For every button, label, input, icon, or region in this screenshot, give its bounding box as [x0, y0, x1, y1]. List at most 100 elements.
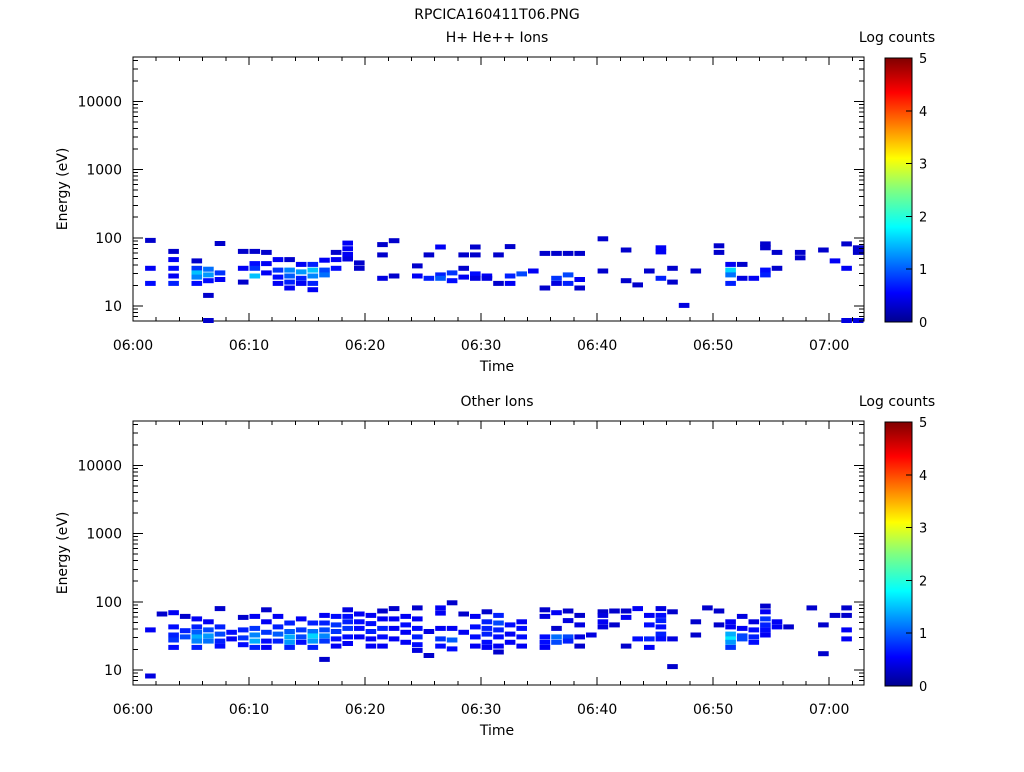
heatmap-cell [214, 638, 226, 644]
heatmap-cell [539, 285, 551, 291]
heatmap-cell [562, 618, 574, 624]
heatmap-cell [435, 610, 446, 616]
heatmap-cell [574, 634, 585, 640]
heatmap-cell [562, 280, 574, 286]
heatmap-cell [620, 247, 632, 253]
heatmap-cell [179, 613, 191, 619]
heatmap-cell [284, 273, 295, 279]
heatmap-cell [470, 275, 481, 281]
heatmap-cell [551, 250, 562, 256]
heatmap-cell [354, 260, 365, 266]
heatmap-cell [667, 279, 678, 285]
heatmap-cell [191, 280, 203, 286]
heatmap-cell [168, 265, 179, 271]
heatmap-cell [528, 268, 539, 274]
heatmap-cell [632, 636, 643, 642]
heatmap-cell [760, 622, 771, 628]
heatmap-cell [307, 280, 319, 286]
heatmap-cell [377, 616, 388, 622]
heatmap-cell [725, 639, 736, 645]
heatmap-cell [458, 274, 469, 280]
heatmap-cell [655, 636, 667, 642]
heatmap-cell [435, 244, 446, 250]
heatmap-cell [644, 644, 655, 650]
heatmap-cell [551, 639, 562, 645]
heatmap-cell [284, 644, 295, 650]
heatmap-cell [365, 643, 377, 649]
heatmap-cell [760, 632, 771, 638]
heatmap-cell [446, 646, 458, 652]
colorbar-tick-label: 0 [919, 680, 927, 695]
heatmap-cell [249, 644, 261, 650]
heatmap-cell [261, 261, 272, 267]
heatmap-cell [551, 275, 562, 281]
heatmap-cell [272, 274, 284, 280]
heatmap-cell [249, 248, 261, 254]
heatmap-cell [412, 605, 423, 611]
heatmap-cell [725, 624, 736, 630]
heatmap-cell [435, 275, 446, 281]
heatmap-cell [435, 605, 446, 611]
heatmap-cell [504, 273, 516, 279]
heatmap-cell [574, 622, 585, 628]
heatmap-cell [237, 614, 249, 620]
colorbar-ticks: 0 1 2 3 4 5 [906, 416, 927, 695]
heatmap-cell [284, 639, 295, 645]
heatmap-cell [562, 634, 574, 640]
heatmap-cell [493, 280, 504, 286]
heatmap-cell [342, 634, 353, 640]
heatmap-cell [191, 274, 203, 280]
heatmap-cell [655, 631, 667, 637]
heatmap-cell [249, 613, 261, 619]
heatmap-cell [377, 242, 388, 248]
colorbar-tick-label: 3 [919, 522, 927, 537]
heatmap-cell [690, 632, 702, 638]
heatmap-cell [342, 613, 353, 619]
heatmap-cell [284, 629, 295, 634]
heatmap-cell [319, 267, 330, 273]
heatmap-cell [388, 616, 400, 622]
heatmap-cell [145, 627, 156, 633]
heatmap-cell [597, 609, 609, 615]
heatmap-cell [539, 634, 551, 640]
heatmap-cell [284, 620, 295, 626]
heatmap-cell [388, 636, 400, 642]
heatmap-cell [214, 606, 226, 612]
heatmap-cell [261, 249, 272, 255]
heatmap-cell [736, 613, 748, 619]
heatmap-cell [214, 631, 226, 637]
heatmap-cell [423, 275, 435, 281]
y-tick-label: 10 [104, 663, 122, 679]
y-tick-label: 10000 [77, 459, 122, 475]
heatmap-cell [237, 248, 249, 254]
x-tick-label: 06:50 [693, 338, 733, 354]
heatmap-cell [470, 643, 481, 649]
heatmap-cell [145, 673, 156, 679]
panel-bottom: Other Ions 06:00 06:10 06:20 06:30 06:40 06:5… [55, 394, 935, 739]
heatmap-cell [237, 642, 249, 648]
heatmap-cell [655, 618, 667, 624]
heatmap-cell [412, 263, 423, 269]
heatmap-cell [261, 607, 272, 613]
heatmap-cell [655, 275, 667, 281]
heatmap-cell [203, 633, 214, 639]
heatmap-cell [736, 625, 748, 631]
heatmap-cell [713, 608, 725, 614]
heatmap-cell [342, 246, 353, 252]
heatmap-cell [446, 278, 458, 284]
heatmap-cell [261, 638, 272, 644]
heatmap-cell [655, 612, 667, 618]
heatmap-cell [678, 302, 690, 308]
heatmap-cell [644, 636, 655, 642]
heatmap-cell [481, 275, 493, 281]
heatmap-cell [852, 249, 864, 255]
heatmap-cell [725, 636, 736, 642]
colorbar-tick-label: 5 [919, 416, 927, 431]
heatmap-cell [620, 608, 632, 614]
colorbar [884, 57, 913, 323]
heatmap-cell [760, 272, 771, 278]
heatmap-cell [400, 613, 411, 619]
heatmap-cell [516, 634, 527, 640]
heatmap-cell [214, 624, 226, 630]
